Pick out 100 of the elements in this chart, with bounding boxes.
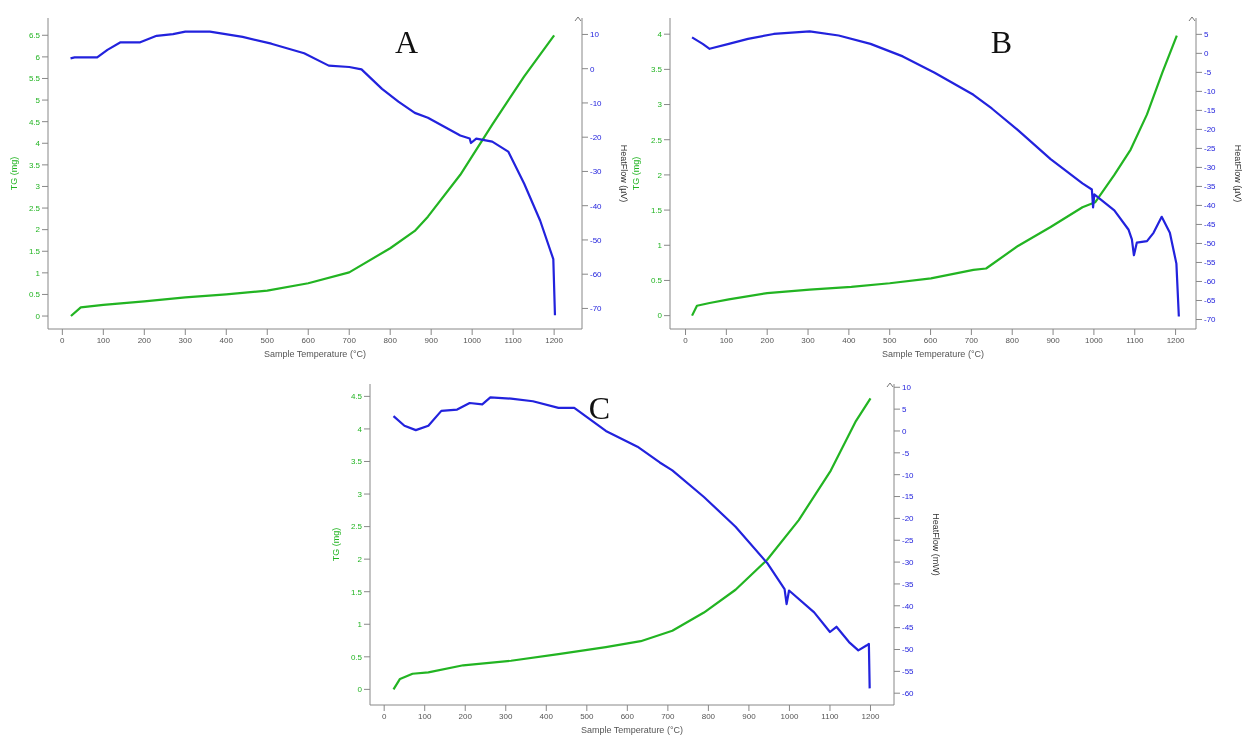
- y2-tick-label: -25: [1204, 144, 1217, 154]
- x-tick-label: 1100: [1126, 335, 1144, 345]
- y2-axis-title: HeatFlow (mW): [930, 513, 941, 576]
- x-tick-label: 600: [620, 711, 635, 721]
- y2-tick-label: -30: [590, 167, 603, 177]
- x-tick-label: 900: [424, 335, 439, 345]
- x-axis-title: Sample Temperature (°C): [882, 349, 984, 359]
- y-tick-label: 4: [657, 30, 663, 40]
- x-tick-label: 900: [1046, 335, 1061, 345]
- y2-tick-label: 0: [1204, 49, 1209, 59]
- y2-tick-label: -60: [1204, 277, 1217, 287]
- y-tick-label: 6.5: [28, 31, 41, 41]
- y2-tick-label: -40: [590, 201, 603, 211]
- y-tick-label: 0: [357, 685, 363, 695]
- chart-title: C: [588, 390, 610, 427]
- x-tick-label: 1200: [861, 711, 880, 721]
- y-axis-title: TG (mg): [631, 156, 642, 191]
- y-tick-label: 2: [35, 225, 41, 235]
- chart-title: B: [990, 24, 1012, 61]
- y-tick-label: 4: [35, 139, 41, 149]
- y2-tick-label: -70: [590, 304, 603, 314]
- x-tick-label: 1000: [1085, 335, 1104, 345]
- y2-tick-label: -15: [1204, 106, 1217, 116]
- y-tick-label: 3.5: [28, 160, 41, 170]
- y2-tick-label: -70: [1204, 315, 1217, 325]
- y2-tick-label: -25: [902, 536, 915, 546]
- x-tick-label: 100: [719, 335, 734, 345]
- x-tick-label: 100: [418, 711, 432, 721]
- x-tick-label: 800: [383, 335, 398, 345]
- y-tick-label: 5: [35, 95, 41, 105]
- y2-tick-label: -35: [902, 579, 915, 589]
- y-tick-label: 3.5: [350, 457, 363, 467]
- y2-tick-label: -50: [902, 645, 915, 655]
- x-tick-label: 700: [342, 335, 357, 345]
- y2-tick-label: -55: [902, 667, 915, 677]
- y-tick-label: 3.5: [650, 65, 663, 75]
- x-tick-label: 0: [381, 711, 387, 721]
- x-axis-title: Sample Temperature (°C): [264, 349, 366, 359]
- x-tick-label: 0: [683, 335, 689, 345]
- x-tick-label: 500: [260, 335, 275, 345]
- y-tick-label: 1.5: [28, 247, 41, 257]
- y-tick-label: 1.5: [350, 587, 363, 597]
- y-axis-title: TG (mg): [9, 156, 20, 191]
- y2-tick-label: -45: [1204, 220, 1217, 230]
- y-tick-label: 2.5: [28, 203, 41, 213]
- y2-tick-label: 0: [590, 64, 595, 74]
- y-tick-label: 1: [357, 620, 363, 630]
- y2-tick-label: -35: [1204, 182, 1217, 192]
- x-tick-label: 1200: [1166, 335, 1186, 345]
- x-tick-label: 100: [96, 335, 111, 345]
- y-tick-label: 1: [657, 241, 663, 251]
- x-tick-label: 300: [499, 711, 513, 721]
- y-tick-label: 3: [357, 489, 363, 499]
- x-axis-title: Sample Temperature (°C): [581, 725, 683, 735]
- x-tick-label: 1100: [821, 711, 840, 721]
- y2-tick-label: -5: [1204, 68, 1212, 78]
- x-tick-label: 700: [661, 711, 676, 721]
- x-tick-label: 0: [60, 335, 66, 345]
- y2-tick-label: -40: [902, 601, 915, 611]
- y-axis-title: TG (mg): [331, 527, 342, 562]
- x-tick-label: 1200: [545, 335, 564, 345]
- y-tick-label: 3: [657, 100, 663, 110]
- y2-tick-label: -40: [1204, 201, 1217, 211]
- y-tick-label: 2.5: [350, 522, 363, 532]
- x-tick-label: 900: [742, 711, 757, 721]
- y2-tick-label: -55: [1204, 258, 1217, 268]
- y-tick-label: 0: [35, 311, 41, 321]
- x-tick-label: 1100: [504, 335, 523, 345]
- y2-tick-label: 5: [902, 404, 907, 414]
- y-tick-label: 4: [357, 424, 363, 434]
- y2-tick-label: 10: [902, 383, 912, 393]
- x-tick-label: 500: [580, 711, 595, 721]
- y-tick-label: 0.5: [28, 290, 41, 300]
- x-tick-label: 1000: [780, 711, 799, 721]
- y-tick-label: 4.5: [350, 392, 363, 402]
- y2-tick-label: -10: [902, 470, 915, 480]
- y2-tick-label: -10: [590, 98, 603, 108]
- y2-tick-label: -15: [902, 492, 915, 502]
- x-tick-label: 400: [539, 711, 554, 721]
- y2-tick-label: -20: [590, 133, 603, 143]
- x-tick-label: 800: [701, 711, 716, 721]
- y2-tick-label: -65: [1204, 296, 1217, 306]
- x-tick-label: 400: [219, 335, 234, 345]
- x-tick-label: 600: [301, 335, 316, 345]
- y2-tick-label: -60: [902, 689, 915, 699]
- x-tick-label: 800: [1005, 335, 1020, 345]
- x-tick-label: 200: [458, 711, 473, 721]
- x-tick-label: 400: [842, 335, 857, 345]
- y-tick-label: 2: [657, 170, 663, 180]
- y-tick-label: 2: [357, 554, 363, 564]
- y2-tick-label: -50: [1204, 239, 1217, 249]
- x-tick-label: 300: [801, 335, 816, 345]
- y-tick-label: 6: [35, 52, 41, 62]
- y-tick-label: 0: [657, 311, 663, 321]
- y2-tick-label: 0: [902, 426, 907, 436]
- y-tick-label: 2.5: [650, 135, 663, 145]
- x-tick-label: 700: [964, 335, 979, 345]
- x-tick-label: 300: [178, 335, 193, 345]
- y2-tick-label: 5: [1204, 30, 1209, 40]
- y2-tick-label: -45: [902, 623, 915, 633]
